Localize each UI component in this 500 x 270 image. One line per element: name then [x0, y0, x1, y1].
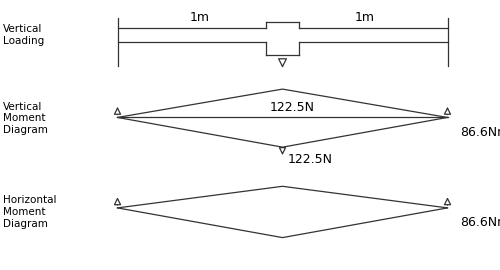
Text: 86.6Nm: 86.6Nm — [460, 126, 500, 139]
Text: Vertical
Loading: Vertical Loading — [2, 24, 44, 46]
Text: Vertical
Moment
Diagram: Vertical Moment Diagram — [2, 102, 48, 135]
Text: 1m: 1m — [190, 11, 210, 24]
Text: 1m: 1m — [355, 11, 375, 24]
Text: Horizontal
Moment
Diagram: Horizontal Moment Diagram — [2, 195, 56, 228]
Text: 86.6Nm: 86.6Nm — [460, 216, 500, 229]
Text: 122.5N: 122.5N — [270, 101, 315, 114]
Text: 122.5N: 122.5N — [288, 153, 333, 166]
